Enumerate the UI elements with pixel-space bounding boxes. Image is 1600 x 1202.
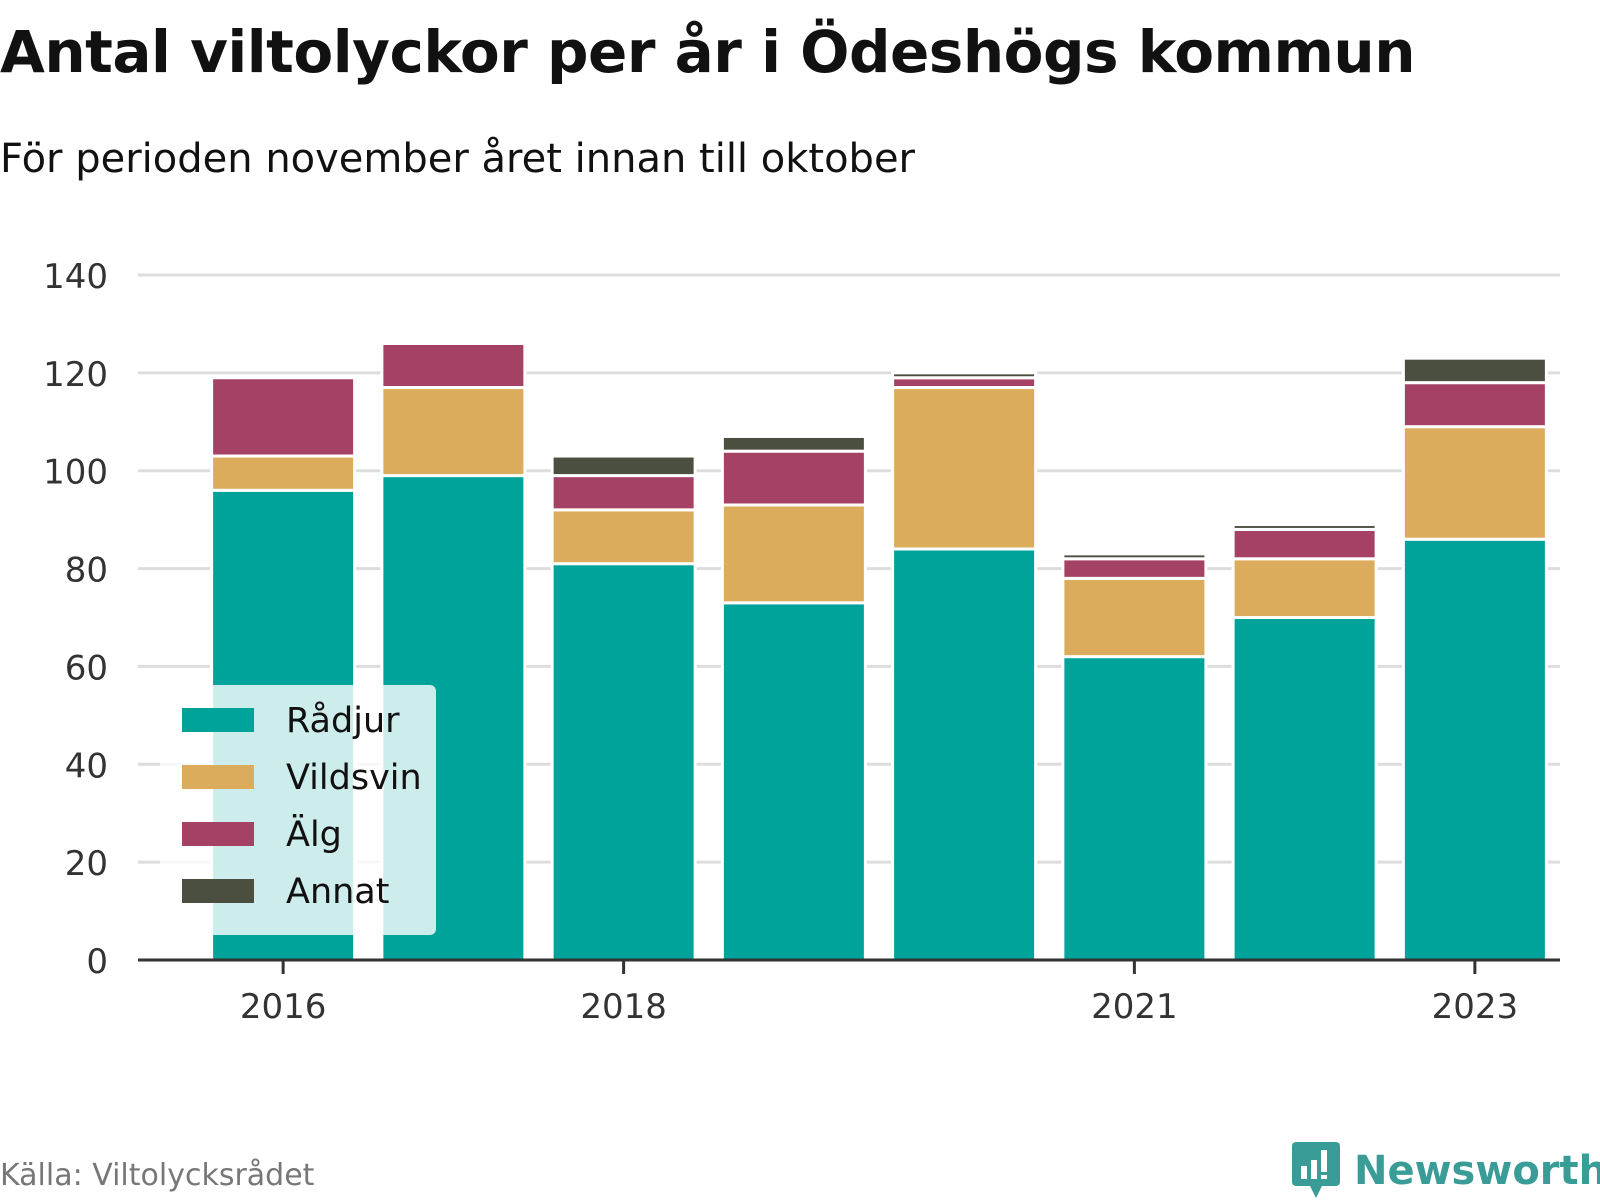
bar-2022-annat (1231, 523, 1378, 531)
bar-2018-rådjur (550, 562, 697, 962)
bar-2022-rådjur (1231, 616, 1378, 962)
bar-2017-älg (380, 342, 527, 390)
bar-2019-älg (720, 449, 867, 507)
source-note: Källa: Viltolycksrådet (0, 1158, 315, 1193)
bar-2020-rådjur (891, 547, 1038, 962)
y-tick-label: 140 (43, 257, 108, 297)
legend-swatch-annat (182, 879, 254, 903)
legend-swatch-älg (182, 822, 254, 846)
legend-box (160, 685, 436, 935)
x-tick-label: 2023 (1432, 987, 1519, 1027)
bar-2022-vildsvin (1231, 557, 1378, 619)
legend: Rådjur Vildsvin Älg Annat (160, 685, 436, 935)
brand-logo: Newsworthy (1290, 1140, 1600, 1202)
bar-2019-vildsvin (720, 503, 867, 605)
y-axis-tick-labels: 0 20 40 60 80 100 120 140 (43, 257, 108, 982)
legend-label-annat: Annat (286, 872, 389, 912)
x-axis (138, 958, 1560, 974)
bar-2018-älg (550, 474, 697, 512)
legend-label-vildsvin: Vildsvin (286, 758, 422, 798)
chart-subtitle: För perioden november året innan till ok… (0, 136, 915, 182)
y-tick-label: 120 (43, 355, 108, 395)
bar-2019-annat (720, 434, 867, 453)
bar-2021-annat (1061, 552, 1208, 561)
y-tick-label: 60 (65, 648, 108, 688)
stacked-bar-chart: 0 20 40 60 80 100 120 140 2016 2018 2021 2023 Rådj… (43, 257, 1560, 1027)
bar-2021-rådjur (1061, 655, 1208, 962)
bar-2016-älg (210, 376, 357, 458)
y-tick-label: 40 (65, 746, 108, 786)
legend-swatch-rådjur (182, 708, 254, 732)
bar-2020-vildsvin (891, 386, 1038, 551)
bar-2022-älg (1231, 527, 1378, 561)
y-tick-label: 80 (65, 551, 108, 591)
bar-2017-vildsvin (380, 386, 527, 478)
x-tick-label: 2018 (580, 987, 667, 1027)
bar-2018-annat (550, 454, 697, 478)
legend-swatch-vildsvin (182, 765, 254, 789)
bar-2023-annat (1401, 356, 1548, 385)
bar-2018-vildsvin (550, 508, 697, 566)
bar-2019-rådjur (720, 601, 867, 962)
y-tick-label: 100 (43, 453, 108, 493)
bar-2020-annat (891, 371, 1038, 380)
newsworthy-logo-icon (1292, 1142, 1340, 1198)
brand-name: Newsworthy (1354, 1148, 1600, 1194)
bar-2023-älg (1401, 381, 1548, 429)
bar-2016-vildsvin (210, 454, 357, 492)
bar-2021-vildsvin (1061, 576, 1208, 659)
x-axis-tick-labels: 2016 2018 2021 2023 (240, 987, 1518, 1027)
legend-label-älg: Älg (286, 813, 342, 855)
chart-title: Antal viltolyckor per år i Ödeshögs komm… (0, 18, 1416, 86)
bar-2021-älg (1061, 557, 1208, 580)
x-tick-label: 2016 (240, 987, 327, 1027)
bar-2023-vildsvin (1401, 425, 1548, 541)
legend-label-rådjur: Rådjur (286, 700, 400, 741)
y-tick-label: 20 (65, 844, 108, 884)
y-tick-label: 0 (86, 942, 108, 982)
x-tick-label: 2021 (1091, 987, 1178, 1027)
bar-2023-rådjur (1401, 537, 1548, 962)
